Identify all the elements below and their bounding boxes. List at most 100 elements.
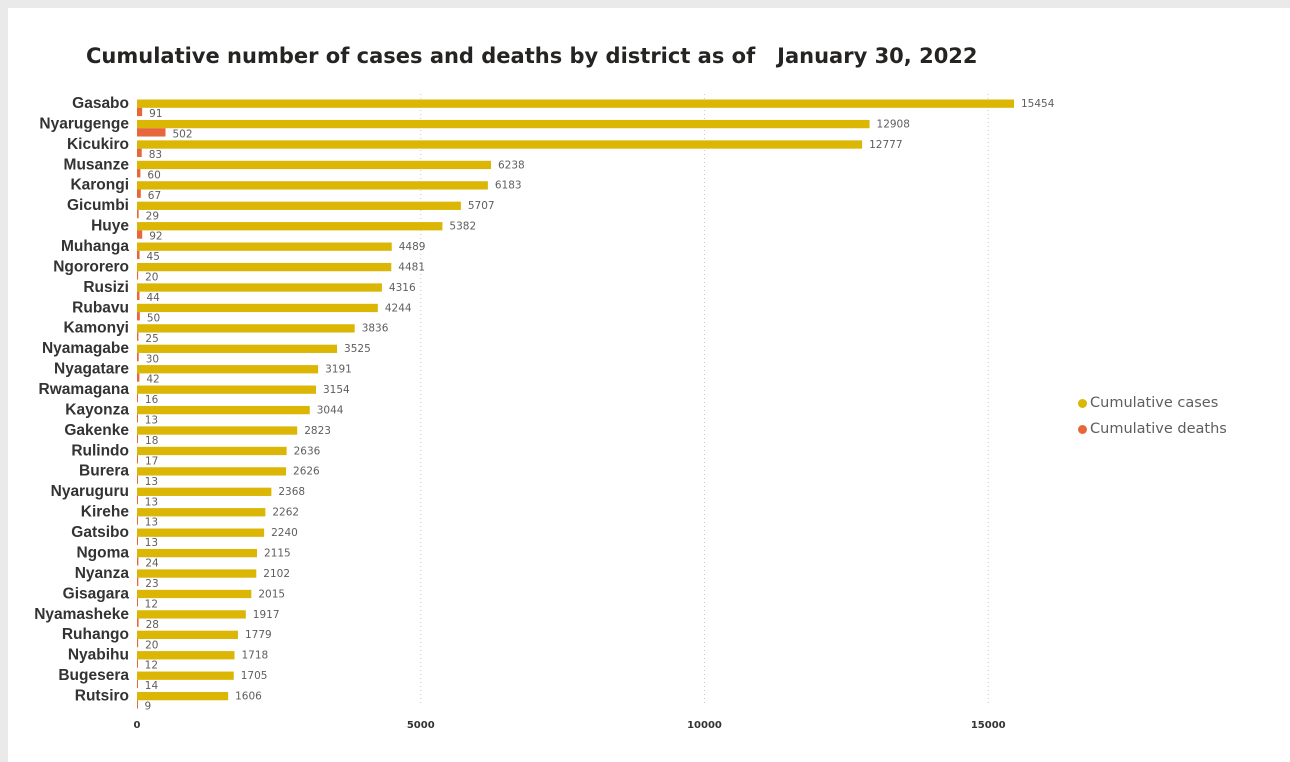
cases-value-label: 3044 [317,404,344,416]
category-label: Nyamagabe [42,340,129,357]
category-label: Kirehe [81,504,130,521]
deaths-bar [137,291,140,300]
deaths-value-label: 29 [146,210,159,222]
cases-bar [137,487,272,496]
category-label: Nyarugenge [39,115,129,132]
category-label: Nyagatare [54,361,129,378]
cases-value-label: 4489 [399,241,426,253]
deaths-bar [137,557,139,566]
deaths-value-label: 44 [146,292,160,304]
cases-value-label: 2636 [294,445,321,457]
deaths-value-label: 20 [145,639,158,651]
category-label: Nyaruguru [51,483,129,500]
deaths-bar [137,618,139,627]
deaths-bar [137,516,138,525]
cases-value-label: 2240 [271,527,298,539]
deaths-bar [137,169,141,178]
legend-cases-label: Cumulative cases [1090,395,1219,411]
cases-bar [137,242,392,251]
cases-value-label: 5382 [449,221,476,233]
category-label: Rulindo [71,442,129,459]
cases-bar [137,405,310,415]
deaths-value-label: 18 [145,435,158,447]
deaths-value-label: 12 [145,598,158,610]
chart-title: Cumulative number of cases and deaths by… [86,44,978,68]
legend-deaths-marker [1078,424,1087,434]
cases-bar [137,140,863,149]
cases-value-label: 2626 [293,466,320,478]
cases-bar [137,426,298,435]
category-label: Bugesera [58,667,129,684]
cases-value-label: 1718 [241,650,268,662]
legend-item-cases[interactable]: Cumulative cases [1078,390,1227,416]
deaths-value-label: 13 [145,517,158,529]
cases-value-label: 6238 [498,159,525,171]
category-label: Kicukiro [67,136,129,153]
cases-bar [137,181,488,190]
cases-bar [137,201,461,210]
deaths-bar [137,373,140,382]
cases-bar [137,691,229,701]
deaths-bar [137,107,143,117]
cases-bar [137,548,258,558]
deaths-value-label: 28 [146,619,159,631]
deaths-bar [137,250,140,260]
deaths-bar [137,312,140,321]
deaths-bar [137,148,142,157]
legend-item-deaths[interactable]: Cumulative deaths [1078,416,1227,442]
category-label: Karongi [70,177,129,194]
cases-value-label: 6183 [495,180,522,192]
cases-bar [137,671,234,680]
deaths-value-label: 23 [145,578,158,590]
legend: Cumulative cases Cumulative deaths [1078,390,1227,442]
deaths-value-label: 16 [145,394,159,406]
legend-deaths-label: Cumulative deaths [1090,421,1227,437]
category-label: Muhanga [61,238,129,255]
cases-bar [137,160,492,170]
cases-value-label: 4316 [389,282,416,294]
deaths-value-label: 14 [145,680,159,692]
deaths-bar [137,577,139,586]
cases-value-label: 15454 [1021,98,1055,110]
deaths-value-label: 502 [172,129,192,141]
category-label: Gisagara [63,585,130,602]
deaths-value-label: 9 [145,701,152,713]
deaths-bar [137,414,138,423]
x-tick-label: 15000 [971,720,1006,731]
deaths-value-label: 45 [147,251,160,263]
deaths-value-label: 20 [145,272,158,284]
x-tick-label: 0 [134,720,141,731]
cases-value-label: 1705 [241,670,268,682]
deaths-bar [137,128,166,137]
deaths-value-label: 17 [145,455,158,467]
cases-value-label: 12777 [869,139,902,151]
deaths-value-label: 60 [147,169,160,181]
cases-bar [137,630,238,639]
category-label: Ngoma [76,544,129,561]
category-label: Huye [91,218,129,235]
deaths-bar [137,495,138,505]
deaths-bar [137,434,139,443]
deaths-value-label: 24 [145,558,159,570]
deaths-bar [137,332,139,341]
deaths-value-label: 92 [149,231,162,243]
cases-value-label: 3154 [323,384,350,396]
cases-bar [137,283,382,292]
category-label: Rusizi [83,279,129,296]
deaths-bar [137,659,138,668]
cases-bar [137,344,338,353]
cases-bar [137,508,266,517]
cases-value-label: 1606 [235,690,262,702]
deaths-bar [137,598,138,607]
cases-bar [137,528,265,537]
cases-bar [137,446,287,456]
category-label: Rubavu [72,299,129,316]
deaths-bar [137,536,138,546]
deaths-value-label: 25 [145,333,158,345]
cases-bar [137,119,870,129]
deaths-bar [137,230,143,239]
deaths-value-label: 42 [146,374,159,386]
cases-bar [137,324,355,333]
category-label: Rwamagana [39,381,130,398]
x-tick-label: 5000 [407,720,435,731]
